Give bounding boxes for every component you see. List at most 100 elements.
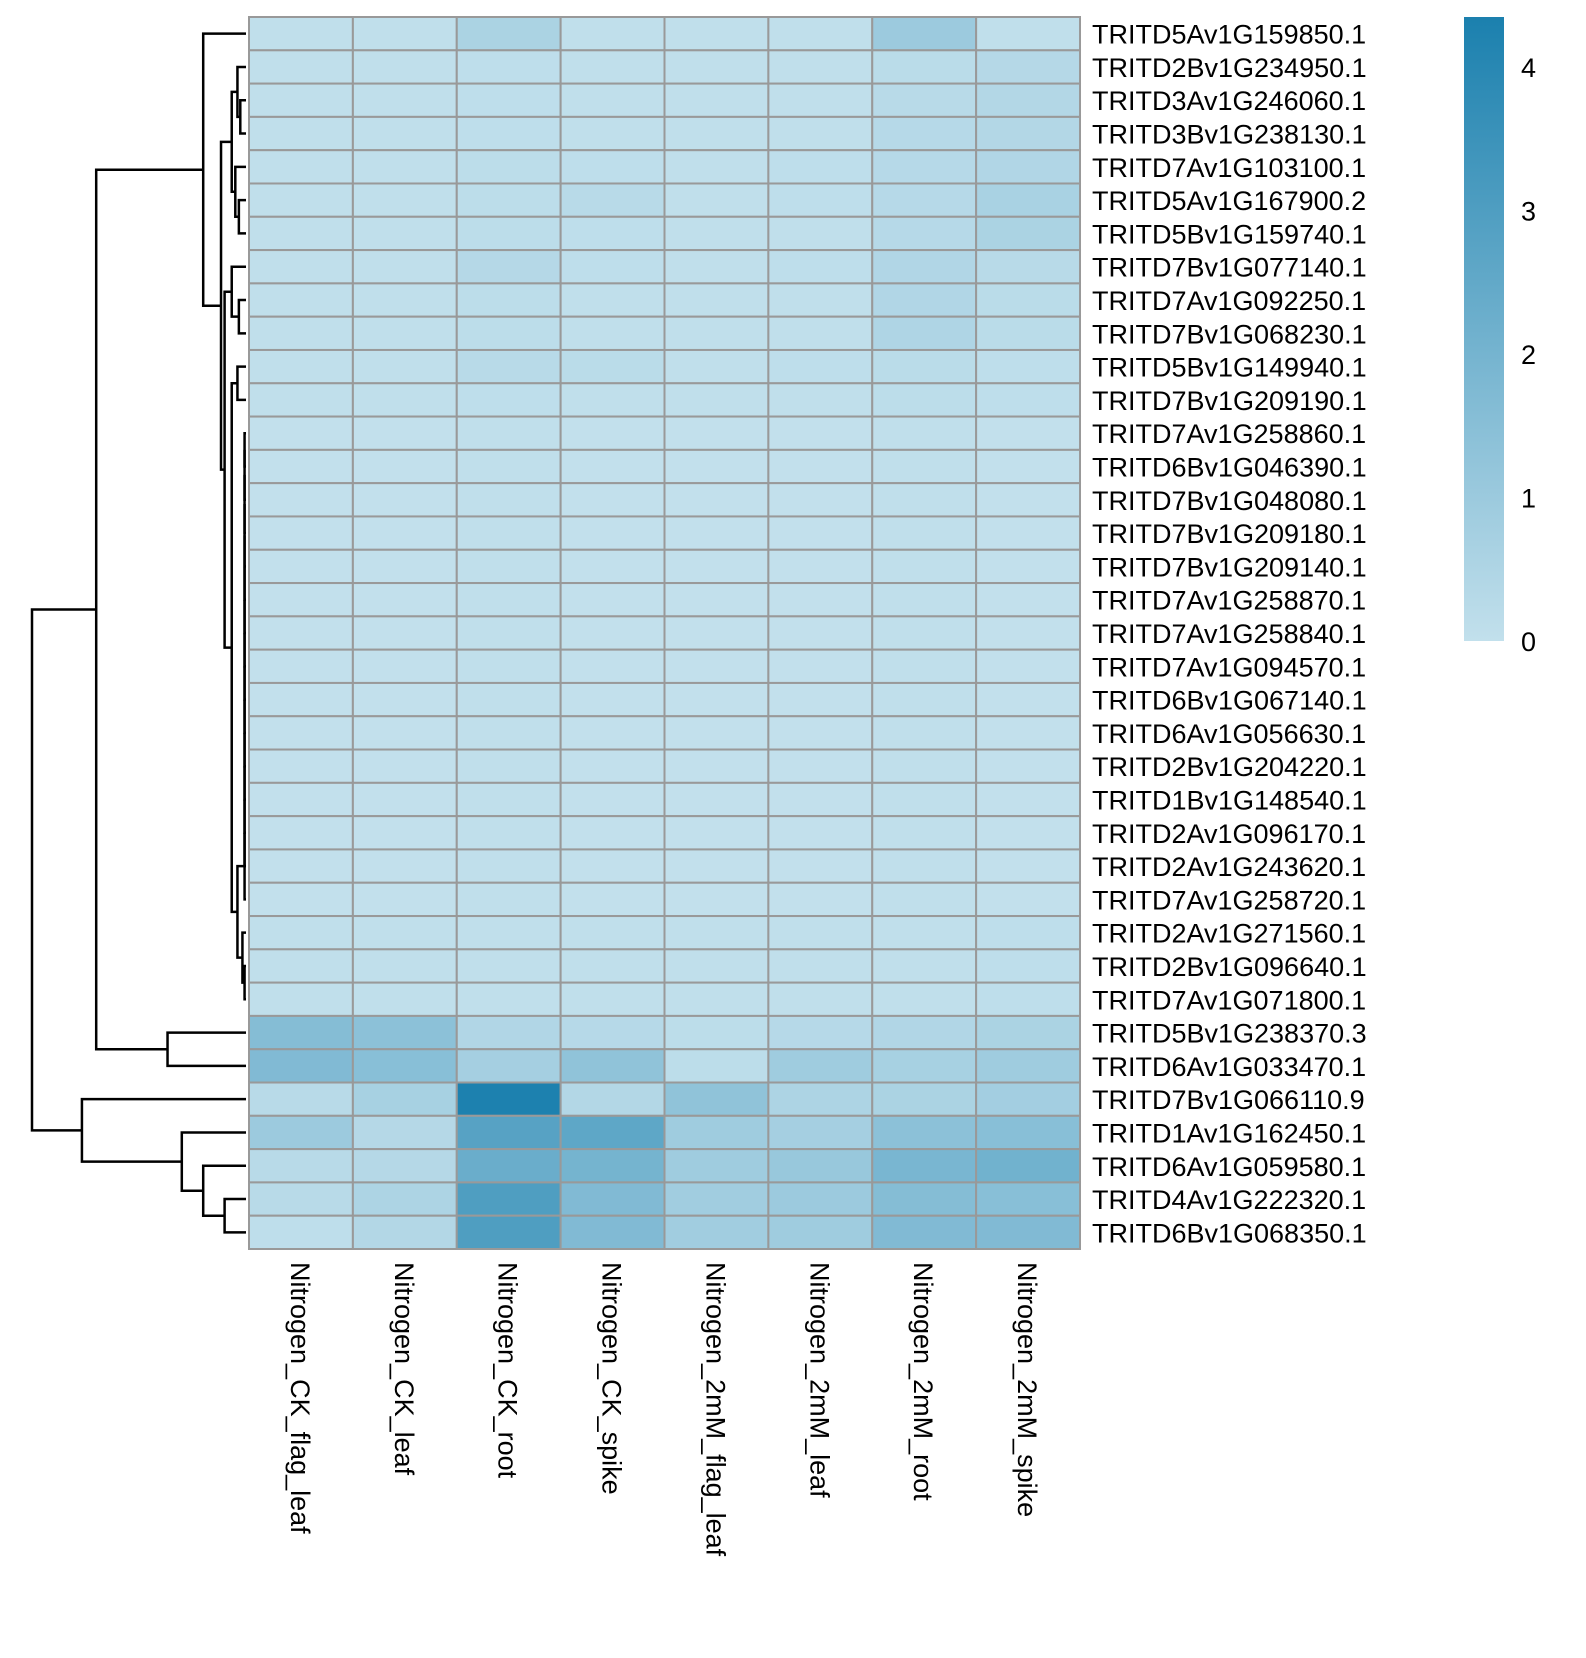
heatmap-cell — [248, 648, 354, 684]
heatmap-cell — [767, 615, 874, 651]
heatmap-cell — [248, 448, 354, 485]
heatmap-cell — [455, 215, 562, 252]
heatmap-cell — [767, 748, 874, 784]
heatmap-cell — [559, 249, 666, 285]
heatmap-cell — [559, 1081, 666, 1117]
heatmap-cell — [871, 582, 978, 618]
heatmap-cell — [663, 715, 770, 751]
heatmap-cell — [663, 948, 770, 984]
heatmap-cell — [871, 648, 978, 684]
heatmap-cell — [975, 615, 1082, 651]
heatmap-cell — [248, 1148, 354, 1184]
heatmap-cell — [455, 582, 562, 618]
row-label: TRITD7Av1G094570.1 — [1092, 652, 1366, 682]
column-label: Nitrogen_CK_leaf — [389, 1262, 419, 1476]
heatmap-cell — [455, 815, 562, 851]
heatmap-cell — [975, 215, 1082, 252]
heatmap-cell — [248, 815, 354, 851]
heatmap-cell — [455, 648, 562, 684]
heatmap-cell — [975, 415, 1082, 451]
row-label: TRITD6Av1G033470.1 — [1092, 1052, 1366, 1082]
heatmap-cell — [559, 415, 666, 451]
heatmap-cell — [559, 815, 666, 851]
heatmap-cell — [871, 548, 978, 585]
heatmap-cell — [248, 1114, 354, 1151]
heatmap-cell — [248, 249, 354, 285]
heatmap-cell — [351, 282, 458, 318]
heatmap-cell — [663, 1014, 770, 1051]
heatmap-cell — [455, 348, 562, 385]
heatmap-cell — [248, 348, 354, 385]
heatmap-cell — [663, 382, 770, 418]
column-label: Nitrogen_CK_spike — [597, 1262, 627, 1495]
heatmap-cell — [248, 1014, 354, 1051]
heatmap-cell — [663, 115, 770, 152]
heatmap-cell — [351, 848, 458, 884]
heatmap-cell — [663, 848, 770, 884]
row-label: TRITD7Av1G258870.1 — [1092, 586, 1366, 616]
heatmap-cell — [248, 881, 354, 918]
heatmap-cell — [871, 448, 978, 485]
dendrogram-branch — [80, 1097, 246, 1163]
heatmap-cell — [248, 482, 354, 518]
heatmap-cell — [559, 16, 666, 52]
heatmap-cell — [871, 1214, 978, 1250]
heatmap-cell — [248, 415, 354, 451]
heatmap-cell — [871, 1181, 978, 1217]
heatmap-cell — [559, 182, 666, 218]
heatmap-cell — [455, 615, 562, 651]
dendrogram-branch — [243, 964, 246, 1001]
heatmap-cell — [559, 1114, 666, 1151]
heatmap-cell — [351, 315, 458, 351]
heatmap-cell — [975, 382, 1082, 418]
heatmap-cell — [663, 448, 770, 485]
heatmap-cell — [559, 515, 666, 551]
heatmap-cell — [455, 315, 562, 351]
heatmap-cell — [975, 249, 1082, 285]
row-label: TRITD7Bv1G209180.1 — [1092, 519, 1367, 549]
heatmap-cell — [559, 49, 666, 85]
heatmap-cell — [455, 548, 562, 585]
heatmap-cell — [663, 82, 770, 118]
heatmap-cell — [248, 1081, 354, 1117]
heatmap-cell — [663, 981, 770, 1017]
heatmap-cell — [871, 1148, 978, 1184]
row-label: TRITD7Av1G258840.1 — [1092, 619, 1366, 649]
heatmap-cell — [663, 282, 770, 318]
dendrogram-branch — [94, 168, 204, 1051]
colorbar-tick-label: 2 — [1521, 340, 1536, 370]
heatmap-cell — [975, 1181, 1082, 1217]
row-label: TRITD7Bv1G209140.1 — [1092, 552, 1367, 582]
heatmap-cell — [663, 1048, 770, 1084]
heatmap-cell — [871, 1048, 978, 1084]
row-label: TRITD2Bv1G096640.1 — [1092, 952, 1367, 982]
heatmap-cell — [871, 348, 978, 385]
heatmap-cell — [559, 881, 666, 918]
heatmap-cell — [663, 215, 770, 252]
heatmap-cell — [351, 1214, 458, 1250]
heatmap-cell — [975, 848, 1082, 884]
heatmap-cell — [975, 16, 1082, 52]
colorbar-tick-label: 3 — [1521, 197, 1536, 227]
heatmap-cell — [351, 149, 458, 185]
row-label: TRITD7Av1G071800.1 — [1092, 985, 1366, 1015]
heatmap-cell — [767, 16, 874, 52]
heatmap-cell — [455, 249, 562, 285]
heatmap-cell — [767, 249, 874, 285]
heatmap-cell — [351, 881, 458, 918]
heatmap-cell — [663, 182, 770, 218]
heatmap-cell — [975, 1114, 1082, 1151]
column-label: Nitrogen_2mM_leaf — [804, 1262, 834, 1498]
row-label: TRITD7Bv1G066110.9 — [1092, 1085, 1365, 1115]
heatmap-cell — [663, 348, 770, 385]
heatmap-cell — [871, 1081, 978, 1117]
row-label: TRITD2Bv1G234950.1 — [1092, 53, 1367, 83]
heatmap-cell — [248, 515, 354, 551]
heatmap-cell — [663, 1114, 770, 1151]
heatmap-cell — [351, 16, 458, 52]
colorbar — [1464, 17, 1504, 641]
heatmap-cell — [248, 582, 354, 618]
colorbar-tick-label: 0 — [1521, 627, 1536, 657]
heatmap-cell — [559, 1148, 666, 1184]
heatmap-cell — [975, 648, 1082, 684]
